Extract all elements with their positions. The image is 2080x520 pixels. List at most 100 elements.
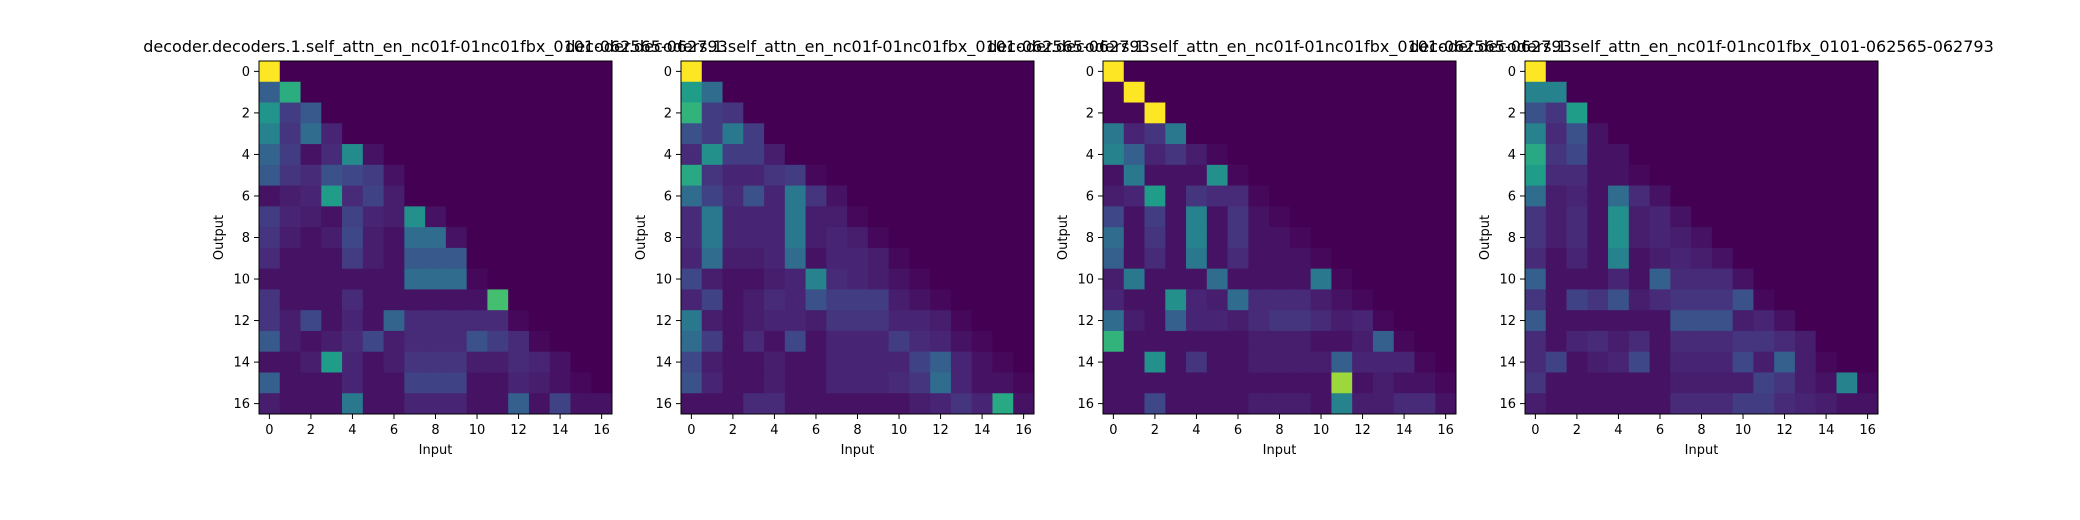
heatmap-cell	[805, 144, 827, 166]
heatmap-cell	[1123, 289, 1145, 311]
heatmap-cell	[1545, 310, 1567, 332]
heatmap-cell	[1753, 81, 1775, 103]
heatmap-cell	[1227, 81, 1249, 103]
heatmap-cell	[1691, 351, 1713, 373]
heatmap-cell	[847, 123, 869, 145]
heatmap-cell	[1289, 289, 1312, 311]
heatmap-cell	[1608, 372, 1630, 394]
heatmap-cell	[784, 61, 806, 83]
heatmap-cell	[300, 351, 322, 373]
heatmap-cell	[805, 81, 827, 103]
heatmap-cell	[1331, 330, 1353, 353]
heatmap-cell	[1836, 310, 1858, 332]
heatmap-cell	[1269, 227, 1291, 249]
heatmap-cell	[1352, 144, 1374, 166]
heatmap-cell	[1186, 393, 1208, 415]
heatmap-cell	[591, 227, 613, 249]
heatmap-cell	[722, 330, 744, 353]
heatmap-cell	[764, 144, 786, 166]
heatmap-cell	[404, 123, 426, 145]
heatmap-cell	[279, 81, 301, 103]
heatmap-cell	[445, 393, 468, 415]
heatmap-cell	[1670, 310, 1692, 332]
heatmap-cell	[1289, 123, 1312, 145]
heatmap-cell	[888, 102, 910, 124]
heatmap-cell	[1435, 185, 1457, 207]
heatmap-cell	[1310, 393, 1332, 415]
heatmap-cell	[342, 81, 364, 103]
heatmap-cell	[826, 164, 848, 186]
heatmap-cell	[362, 330, 384, 353]
heatmap-cell	[1013, 351, 1035, 373]
heatmap-cell	[1206, 227, 1228, 249]
heatmap-cell	[1525, 289, 1547, 311]
x-tick-label: 14	[1818, 423, 1835, 438]
heatmap-cell	[1649, 330, 1671, 353]
heatmap-cell	[445, 206, 468, 228]
heatmap-cell	[1815, 123, 1837, 145]
heatmap-cell	[1352, 247, 1374, 270]
heatmap-cell	[362, 102, 384, 124]
heatmap-cell	[1711, 81, 1734, 103]
heatmap-cell	[466, 393, 488, 415]
heatmap-cell	[549, 164, 571, 186]
heatmap-cell	[950, 61, 973, 83]
heatmap-cell	[1331, 61, 1353, 83]
heatmap-cell	[425, 102, 447, 124]
heatmap-cell	[971, 206, 993, 228]
heatmap-cell	[1774, 185, 1796, 207]
heatmap-cell	[1525, 247, 1547, 270]
heatmap-cell	[1649, 144, 1671, 166]
heatmap-cell	[1103, 330, 1125, 353]
heatmap-cell	[404, 206, 426, 228]
heatmap-cell	[1587, 289, 1609, 311]
heatmap-cell	[508, 310, 530, 332]
heatmap-cell	[1711, 310, 1734, 332]
heatmap-cell	[342, 268, 364, 290]
heatmap-cell	[1711, 123, 1734, 145]
y-tick-label: 10	[1077, 273, 1094, 288]
heatmap-cell	[1414, 123, 1436, 145]
heatmap-cell	[1144, 123, 1166, 145]
heatmap-cell	[950, 102, 973, 124]
heatmap-cell	[404, 61, 426, 83]
heatmap-cell	[549, 227, 571, 249]
heatmap-cell	[1732, 372, 1754, 394]
heatmap-cell	[259, 330, 281, 353]
heatmap-cell	[549, 247, 571, 270]
heatmap-cell	[591, 247, 613, 270]
heatmap-cell	[1103, 81, 1125, 103]
heatmap-cell	[528, 227, 551, 249]
heatmap-cell	[1144, 247, 1166, 270]
heatmap-cell	[1165, 351, 1187, 373]
heatmap-cell	[1013, 227, 1035, 249]
heatmap-cell	[1144, 81, 1166, 103]
chart-title: decoder.decoders.1.self_attn_en_nc01f-01…	[1409, 37, 1994, 57]
heatmap-cell	[1545, 289, 1567, 311]
heatmap-cell	[826, 247, 848, 270]
heatmap-cell	[681, 351, 703, 373]
heatmap-cell	[570, 81, 592, 103]
heatmap-cell	[508, 123, 530, 145]
heatmap-cell	[1711, 372, 1734, 394]
heatmap-cell	[321, 330, 343, 353]
heatmap-cell	[722, 61, 744, 83]
heatmap-cell	[1628, 310, 1650, 332]
heatmap-cell	[321, 227, 343, 249]
heatmap-cell	[826, 123, 848, 145]
heatmap-cell	[1774, 268, 1796, 290]
heatmap-cell	[1123, 310, 1145, 332]
y-tick-label: 14	[655, 356, 672, 371]
heatmap-cell	[342, 227, 364, 249]
heatmap-cell	[701, 164, 723, 186]
heatmap-cell	[1587, 310, 1609, 332]
heatmap-cell	[1393, 289, 1415, 311]
heatmap-cell	[1372, 393, 1395, 415]
heatmap-cell	[1649, 268, 1671, 290]
heatmap-cell	[1836, 351, 1858, 373]
heatmap-cell	[1372, 310, 1395, 332]
heatmap-cell	[508, 102, 530, 124]
heatmap-cell	[1566, 310, 1588, 332]
heatmap-cell	[930, 227, 952, 249]
heatmap-cell	[950, 81, 973, 103]
